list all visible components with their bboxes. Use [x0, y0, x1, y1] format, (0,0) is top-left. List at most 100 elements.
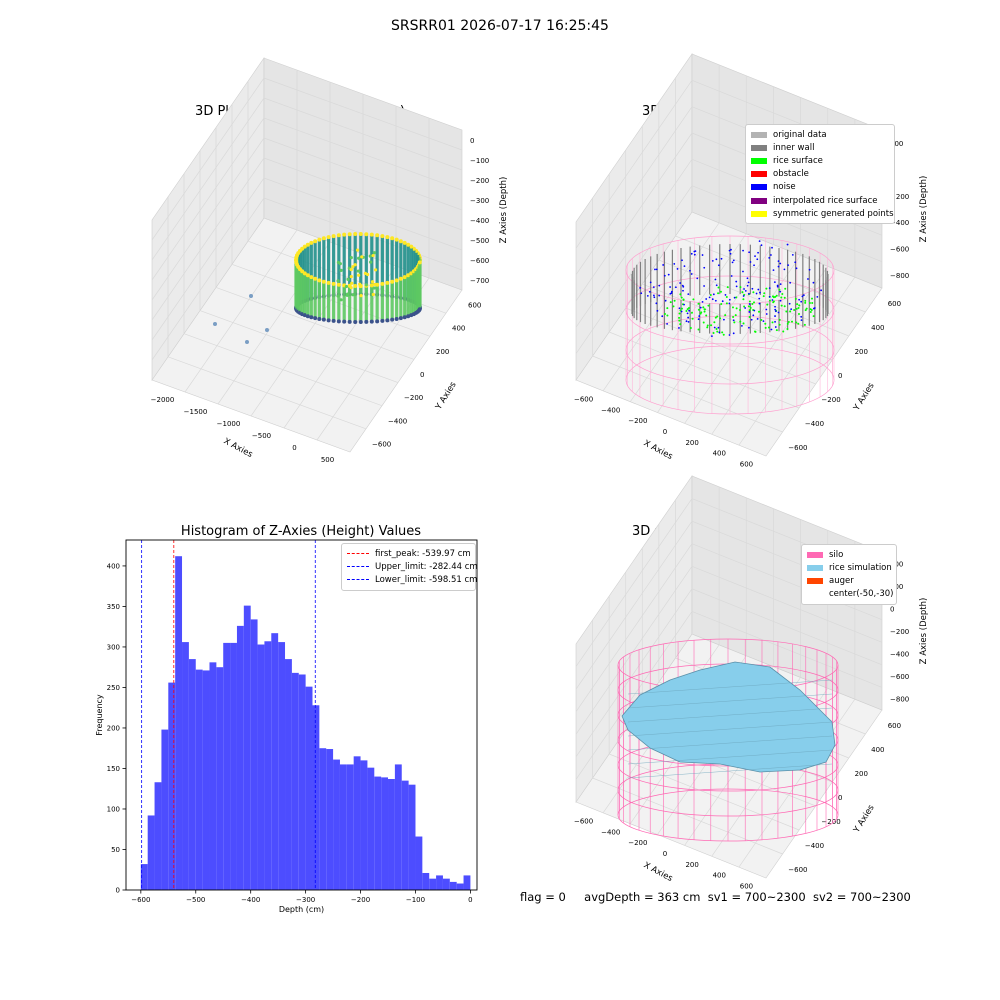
inner-point [339, 268, 343, 272]
inner-point [356, 269, 360, 273]
inner-point [371, 292, 375, 297]
wall-bottom-point [305, 314, 310, 319]
noise-point [748, 303, 751, 305]
noise-point [788, 302, 791, 305]
histogram-bar [305, 686, 313, 890]
x-tick-label: 400 [713, 872, 726, 880]
legend-swatch [751, 210, 767, 217]
rice-surface-point [748, 300, 751, 303]
noise-point [802, 294, 805, 297]
inner-point [371, 253, 375, 258]
legend-label: silo [829, 549, 844, 560]
y-tick-label: 100 [107, 805, 120, 813]
legend-item-inner-wall: inner wall [751, 141, 889, 154]
y-axis-label: Y Axies [433, 380, 459, 413]
grid-line [184, 229, 298, 393]
noise-point [658, 294, 661, 297]
histogram-bar [436, 875, 443, 890]
noise-point [765, 313, 768, 315]
noise-point [756, 258, 759, 261]
rice-surface-point [805, 307, 808, 310]
wall-bottom-point [336, 319, 341, 324]
legend-swatch [751, 131, 767, 138]
noise-point [658, 284, 661, 287]
y-tick-label: 0 [420, 371, 424, 379]
noise-point [774, 305, 776, 308]
rice-surface-point [666, 314, 669, 317]
noise-point [673, 263, 676, 265]
noise-point [812, 281, 815, 284]
wall-top-point [398, 239, 403, 244]
wall-top-point [347, 232, 352, 237]
y-tick-label: −400 [388, 417, 407, 425]
noise-point [649, 281, 652, 284]
rice-surface-point [738, 308, 741, 311]
noise-point [711, 259, 714, 262]
grid-line [151, 97, 265, 261]
outlier-point [265, 328, 269, 332]
noise-point [639, 286, 642, 289]
rice-surface-point [774, 295, 777, 298]
wall-top-point [369, 232, 374, 237]
noise-point [730, 248, 732, 251]
noise-point [674, 286, 677, 289]
legend-swatch [807, 577, 823, 584]
rice-surface-point [705, 314, 708, 317]
rice-surface-point [780, 296, 783, 299]
y-tick-label: 400 [107, 562, 120, 570]
legend-item-rice-simulation: rice simulation [807, 561, 892, 574]
wall-top-point [369, 283, 374, 288]
rice-surface-point [678, 312, 681, 315]
rice-surface-point [786, 327, 789, 330]
histogram-bar [188, 659, 196, 890]
noise-point [664, 299, 667, 302]
y-tick-label: 200 [855, 348, 868, 356]
rice-surface-point [690, 311, 693, 314]
noise-point [774, 310, 777, 313]
wall-top-point [385, 235, 390, 240]
rice-surface-point [682, 298, 685, 301]
legend-label: interpolated rice surface [773, 195, 878, 206]
noise-point [697, 318, 700, 321]
noise-point [779, 299, 782, 302]
inner-point [360, 255, 364, 259]
noise-point [720, 257, 723, 260]
noise-point [752, 314, 755, 317]
histogram-bar [264, 641, 272, 890]
noise-point [813, 307, 816, 309]
noise-point [732, 332, 735, 335]
histogram-bar [209, 662, 217, 890]
grid-line [575, 106, 693, 275]
x-tick-label: −200 [351, 896, 370, 904]
silo-ring [617, 788, 839, 842]
inner-point [351, 265, 355, 269]
noise-point [744, 307, 747, 309]
histogram-bar [182, 642, 189, 890]
y-tick-label: 600 [888, 722, 901, 730]
inner-point [373, 282, 377, 287]
rice-surface-point [685, 310, 688, 313]
histogram-bar [257, 644, 265, 890]
noise-point [703, 266, 706, 269]
inner-point [349, 274, 353, 279]
inner-point [353, 263, 357, 267]
legend-item-silo: silo [807, 548, 891, 561]
legend-item-auger: auger [807, 574, 891, 587]
noise-point [820, 289, 823, 292]
y-tick-label: −400 [805, 842, 824, 850]
rice-surface-point [809, 308, 812, 311]
legend-item-original-data: original data [751, 128, 889, 141]
rice-surface-point [721, 331, 724, 334]
legend-label: rice surface [773, 155, 823, 166]
wall-bottom-point [342, 319, 347, 324]
rice-surface-point [726, 286, 729, 289]
histogram-bar [168, 682, 176, 890]
noise-point [687, 316, 690, 319]
rice-surface-point [743, 305, 746, 308]
inner-point [350, 281, 354, 285]
histogram-bar [442, 878, 450, 890]
noise-point [762, 320, 765, 323]
rice-surface-point [719, 290, 722, 293]
noise-point [771, 299, 774, 301]
rice-surface-point [720, 302, 723, 305]
